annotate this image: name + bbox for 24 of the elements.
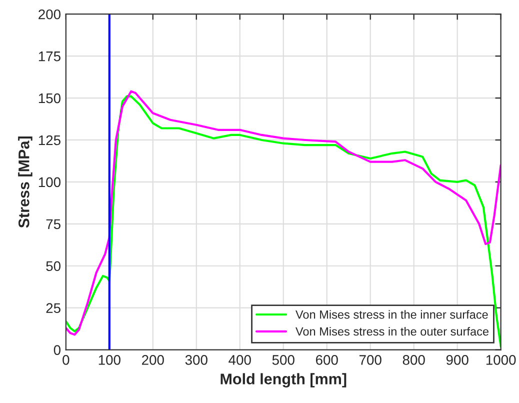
- y-tick-label: 25: [46, 303, 60, 314]
- y-tick-label: 125: [38, 135, 60, 146]
- x-tick-label: 500: [272, 355, 294, 365]
- y-tick-label: 200: [38, 9, 61, 20]
- x-tick-label: 300: [185, 355, 208, 365]
- y-tick-label: 0: [54, 345, 61, 355]
- x-tick-label: 700: [359, 355, 382, 365]
- y-tick-label: 75: [46, 219, 60, 230]
- x-tick-label: 100: [98, 355, 120, 365]
- x-tick-label: 900: [446, 355, 468, 365]
- x-tick-label: 400: [228, 355, 251, 365]
- x-tick-label: 200: [142, 355, 164, 365]
- y-tick-label: 100: [38, 177, 61, 188]
- legend-label: Von Mises stress in the outer surface: [296, 326, 489, 336]
- x-tick-label: 600: [316, 355, 338, 365]
- x-tick-label: 0: [62, 355, 70, 365]
- y-tick-label: 150: [38, 93, 61, 104]
- x-axis-title: Mold length [mm]: [220, 373, 346, 388]
- y-tick-label: 175: [38, 52, 60, 62]
- x-tick-label: 800: [402, 355, 425, 365]
- x-tick-label: 1000: [486, 355, 516, 365]
- y-tick-label: 50: [46, 261, 61, 272]
- y-axis-title: Stress [MPa]: [18, 136, 32, 228]
- legend-label: Von Mises stress in the inner surface: [296, 310, 488, 319]
